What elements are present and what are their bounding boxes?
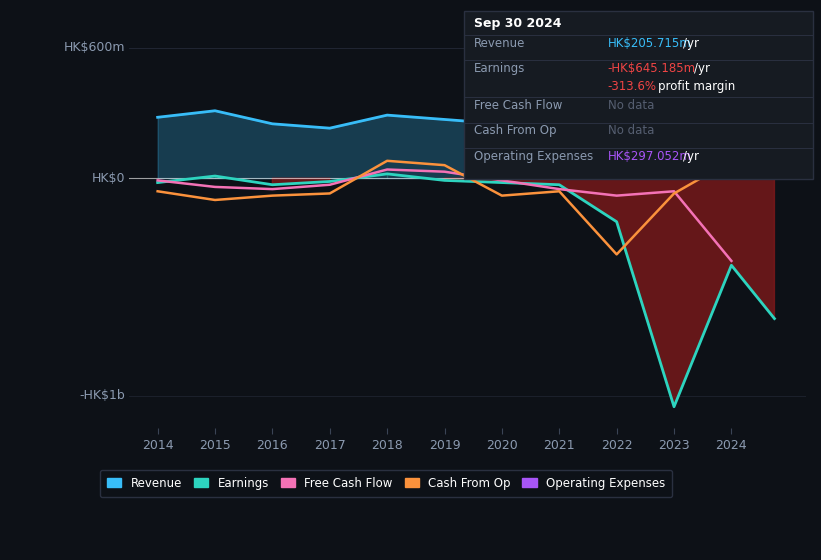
Text: No data: No data [608, 99, 654, 112]
Text: -HK$645.185m: -HK$645.185m [608, 62, 695, 75]
Text: Earnings: Earnings [474, 62, 525, 75]
Text: Operating Expenses: Operating Expenses [474, 150, 593, 162]
Text: HK$297.052m: HK$297.052m [608, 150, 691, 162]
Text: Cash From Op: Cash From Op [474, 124, 556, 137]
Text: /yr: /yr [694, 62, 709, 75]
Text: HK$205.715m: HK$205.715m [608, 37, 691, 50]
Text: /yr: /yr [683, 37, 699, 50]
Legend: Revenue, Earnings, Free Cash Flow, Cash From Op, Operating Expenses: Revenue, Earnings, Free Cash Flow, Cash … [100, 470, 672, 497]
Text: HK$0: HK$0 [92, 172, 126, 185]
Text: Free Cash Flow: Free Cash Flow [474, 99, 562, 112]
Text: Sep 30 2024: Sep 30 2024 [474, 17, 562, 30]
Text: /yr: /yr [683, 150, 699, 162]
Text: -313.6%: -313.6% [608, 80, 657, 93]
Text: -HK$1b: -HK$1b [80, 389, 126, 402]
Text: No data: No data [608, 124, 654, 137]
Text: profit margin: profit margin [658, 80, 736, 93]
Text: HK$600m: HK$600m [64, 41, 126, 54]
Text: Revenue: Revenue [474, 37, 525, 50]
